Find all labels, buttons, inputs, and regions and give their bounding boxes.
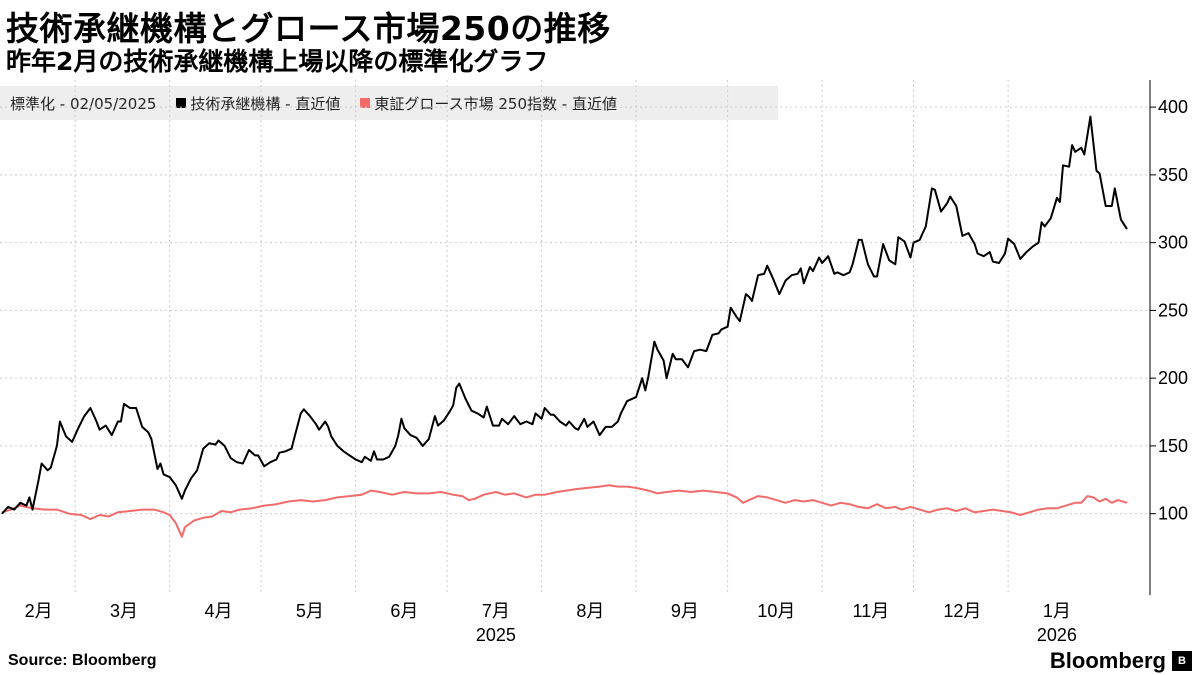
x-month-label: 2月 — [25, 601, 53, 621]
x-month-label: 4月 — [204, 601, 232, 621]
x-month-label: 8月 — [576, 601, 604, 621]
x-month-label: 6月 — [390, 601, 418, 621]
chart-subtitle: 昨年2月の技術承継機構上場以降の標準化グラフ — [6, 47, 549, 76]
series-line — [1, 484, 1128, 538]
x-month-label: 12月 — [943, 601, 981, 621]
legend-item-tech: 技術承継機構 - 直近値 — [176, 93, 340, 114]
x-month-label: 9月 — [671, 601, 699, 621]
x-month-label: 5月 — [296, 601, 324, 621]
y-tick-label: 250 — [1158, 300, 1188, 320]
x-month-label: 1月 — [1043, 601, 1071, 621]
y-tick-label: 350 — [1158, 165, 1188, 185]
legend-label-tech: 技術承継機構 - 直近値 — [190, 94, 341, 113]
bloomberg-mark-icon: B — [1172, 651, 1192, 671]
series-line — [1, 115, 1128, 515]
x-month-label: 10月 — [757, 601, 795, 621]
y-tick-label: 100 — [1158, 504, 1188, 524]
legend-swatch-black — [176, 98, 187, 108]
legend-caption: 標準化 - 02/05/2025 — [10, 94, 157, 113]
bloomberg-logo: Bloomberg — [1049, 648, 1166, 673]
legend: 標準化 - 02/05/2025 技術承継機構 - 直近値 東証グロース市場 2… — [0, 86, 778, 120]
chart-title: 技術承継機構とグロース市場250の推移 — [6, 9, 611, 48]
y-tick-label: 300 — [1158, 233, 1188, 253]
x-month-label: 3月 — [110, 601, 138, 621]
y-tick-label: 150 — [1158, 436, 1188, 456]
source-note: Source: Bloomberg — [8, 652, 157, 669]
x-month-label: 11月 — [853, 601, 890, 621]
legend-swatch-red — [360, 98, 371, 108]
y-tick-label: 200 — [1158, 368, 1188, 388]
x-year-label: 2026 — [1037, 625, 1077, 645]
legend-item-growth250: 東証グロース市場 250指数 - 直近値 — [360, 93, 617, 114]
x-year-label: 2025 — [476, 625, 516, 645]
y-tick-label: 400 — [1158, 97, 1188, 117]
legend-label-growth250: 東証グロース市場 250指数 - 直近値 — [374, 94, 617, 113]
x-month-label: 7月 — [482, 601, 510, 621]
